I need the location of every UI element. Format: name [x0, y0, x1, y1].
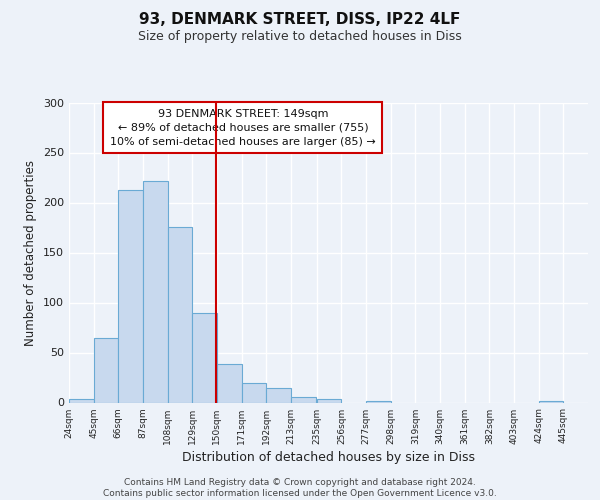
- Bar: [366, 400, 391, 402]
- Text: 93 DENMARK STREET: 149sqm
← 89% of detached houses are smaller (755)
10% of semi: 93 DENMARK STREET: 149sqm ← 89% of detac…: [110, 108, 376, 146]
- Bar: [94, 338, 118, 402]
- Bar: [167, 226, 192, 402]
- Bar: [539, 400, 563, 402]
- Bar: [217, 364, 242, 403]
- Bar: [266, 388, 291, 402]
- Bar: [143, 180, 167, 402]
- X-axis label: Distribution of detached houses by size in Diss: Distribution of detached houses by size …: [182, 450, 475, 464]
- Bar: [192, 312, 217, 402]
- Text: 93, DENMARK STREET, DISS, IP22 4LF: 93, DENMARK STREET, DISS, IP22 4LF: [139, 12, 461, 28]
- Y-axis label: Number of detached properties: Number of detached properties: [25, 160, 37, 346]
- Bar: [291, 396, 316, 402]
- Bar: [242, 382, 266, 402]
- Text: Contains HM Land Registry data © Crown copyright and database right 2024.
Contai: Contains HM Land Registry data © Crown c…: [103, 478, 497, 498]
- Text: Size of property relative to detached houses in Diss: Size of property relative to detached ho…: [138, 30, 462, 43]
- Bar: [69, 398, 94, 402]
- Bar: [118, 190, 143, 402]
- Bar: [317, 398, 341, 402]
